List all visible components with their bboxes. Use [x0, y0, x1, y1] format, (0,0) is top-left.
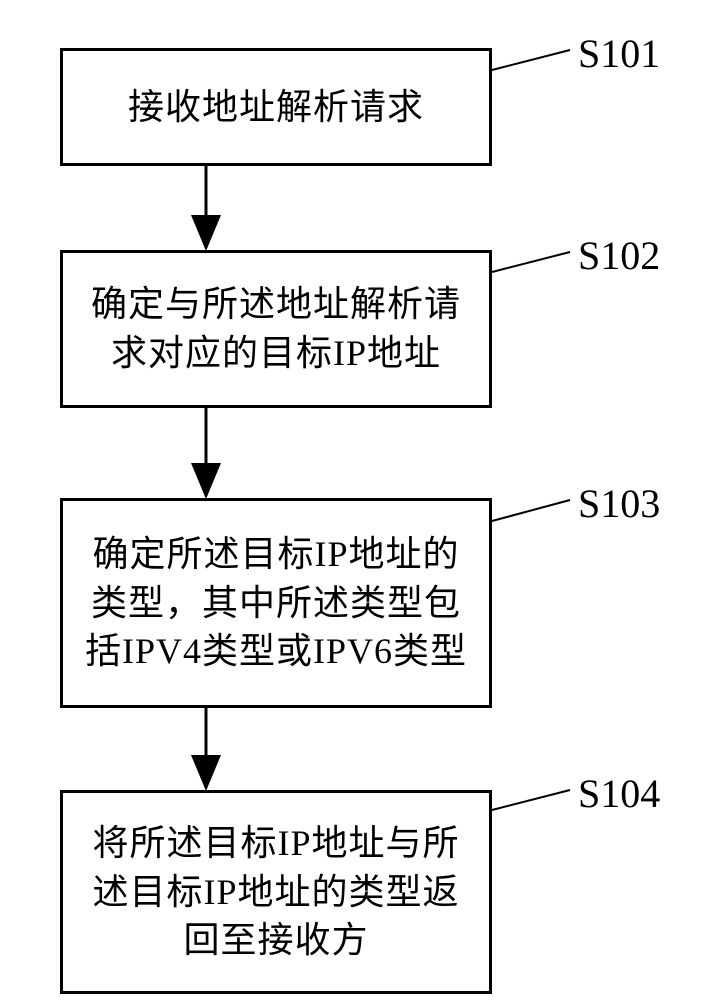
- connectors-svg: [0, 0, 713, 1000]
- flowchart-container: 接收地址解析请求 S101 确定与所述地址解析请求对应的目标IP地址 S102 …: [0, 0, 713, 1000]
- label-connector-s103: [492, 500, 570, 521]
- label-connector-s101: [492, 50, 570, 70]
- label-connector-s104: [492, 790, 570, 810]
- label-connector-s102: [492, 252, 570, 272]
